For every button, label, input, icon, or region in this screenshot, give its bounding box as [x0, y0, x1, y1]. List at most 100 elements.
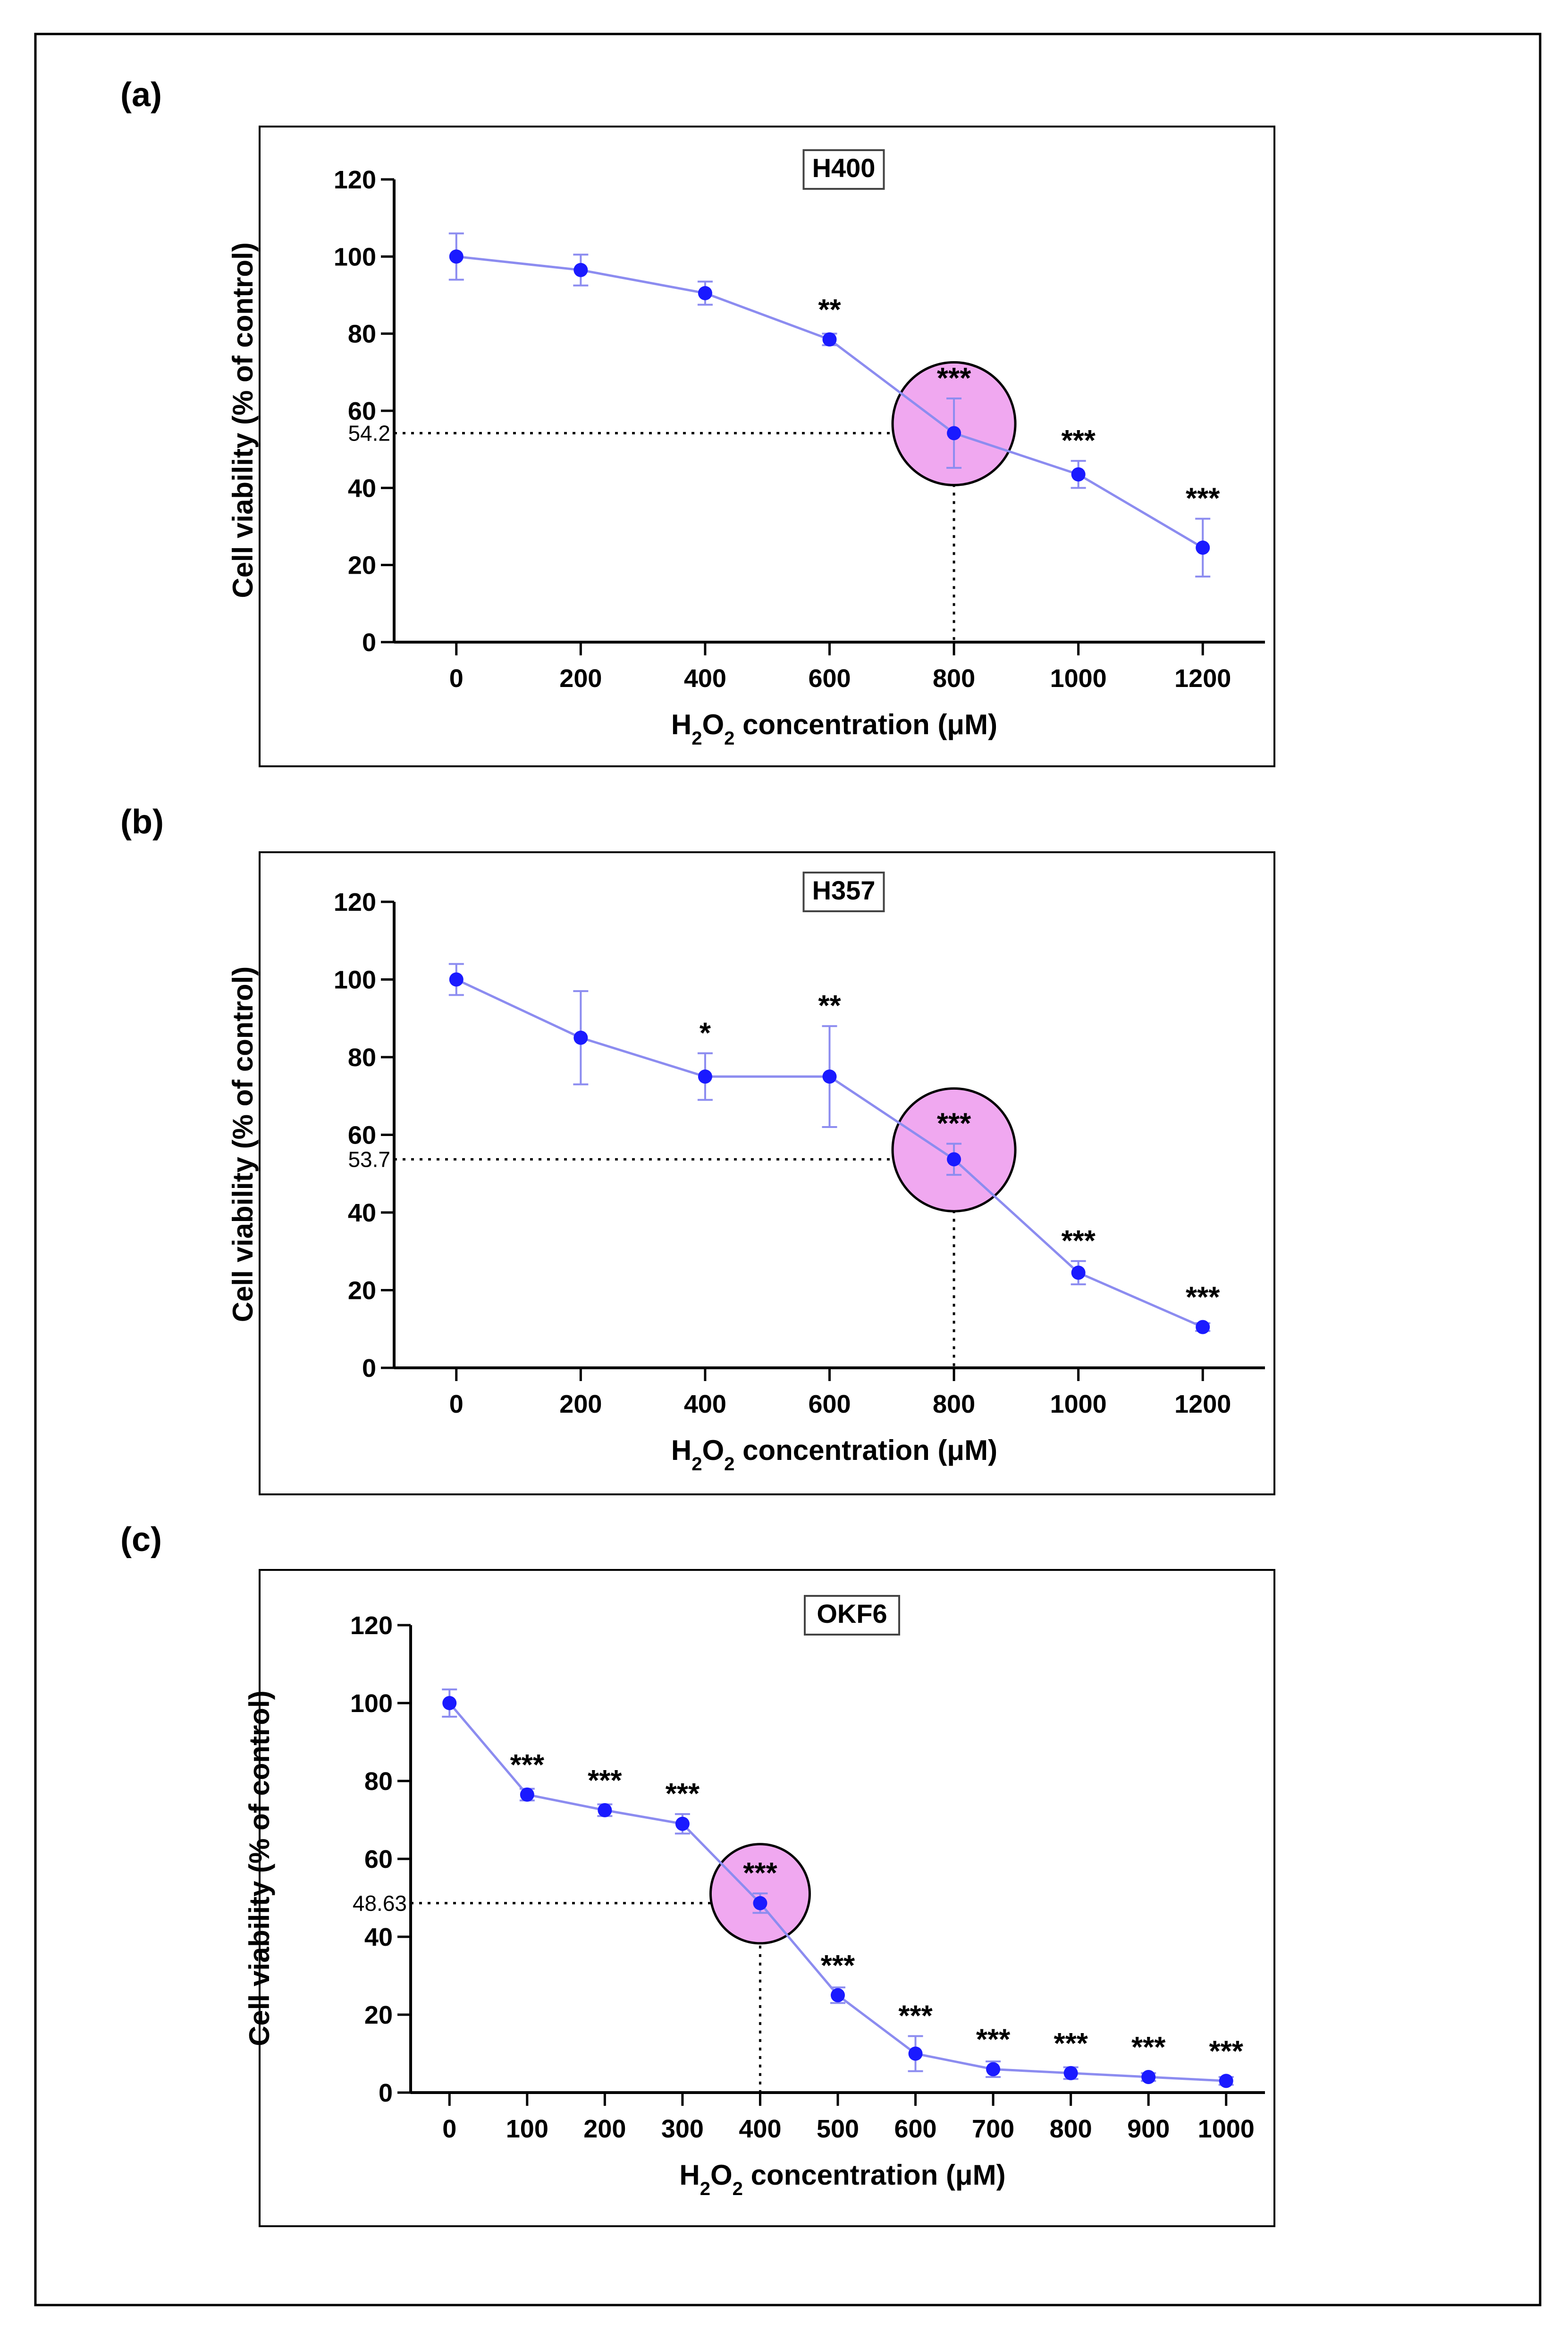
data-point	[947, 1152, 961, 1167]
x-tick-label: 200	[583, 2115, 626, 2143]
panel-label: (a)	[120, 76, 162, 114]
data-point	[1196, 1320, 1210, 1334]
significance-marker: ***	[1186, 483, 1220, 515]
significance-marker: ***	[937, 362, 971, 395]
significance-marker: ***	[1061, 1225, 1096, 1257]
data-point	[947, 426, 961, 441]
x-tick-label: 100	[506, 2115, 548, 2143]
data-point	[675, 1816, 690, 1831]
x-tick-label: 200	[559, 664, 602, 693]
data-point	[698, 286, 712, 300]
significance-marker: ***	[666, 1778, 700, 1810]
title-box	[804, 1595, 900, 1636]
data-point	[1141, 2070, 1156, 2084]
data-point	[698, 1069, 712, 1084]
significance-marker: ***	[898, 2000, 933, 2032]
y-tick-label: 120	[334, 166, 376, 194]
ic50-value-label: 53.7	[348, 1147, 390, 1171]
significance-marker: ***	[821, 1950, 855, 1982]
ic50-value-label: 48.63	[353, 1891, 407, 1916]
x-tick-label: 300	[661, 2115, 704, 2143]
x-axis-label: H2O2 concentration (μM)	[679, 2159, 1005, 2199]
data-point	[1196, 540, 1210, 555]
data-point	[573, 263, 588, 277]
y-tick-label: 100	[334, 243, 376, 271]
y-tick-label: 0	[379, 2079, 393, 2107]
x-axis-label: H2O2 concentration (μM)	[671, 1434, 997, 1475]
chart-title: H357	[812, 875, 876, 905]
data-point	[598, 1803, 612, 1817]
x-tick-label: 0	[442, 2115, 456, 2143]
y-tick-label: 20	[348, 551, 376, 580]
x-tick-label: 0	[449, 664, 464, 693]
x-tick-label: 800	[933, 1390, 975, 1418]
y-tick-label: 100	[350, 1689, 393, 1718]
chart-panel-okf6: (c) OKF6 0 20 40 60 80 100 120 0 100 200 300 400 500 60…	[120, 1521, 1275, 2227]
y-tick-label: 80	[348, 1043, 376, 1072]
significance-marker: ***	[588, 1764, 622, 1797]
data-point	[573, 1030, 588, 1045]
significance-marker: ***	[1131, 2031, 1166, 2064]
x-tick-label: 600	[808, 664, 851, 693]
panel-frame	[259, 126, 1275, 767]
y-tick-label: 120	[350, 1611, 393, 1640]
title-box	[802, 872, 885, 912]
significance-marker: ***	[1209, 2035, 1244, 2068]
x-tick-label: 400	[684, 664, 726, 693]
significance-marker: *	[700, 1017, 711, 1050]
x-tick-label: 800	[933, 664, 975, 693]
panel-frame	[259, 851, 1275, 1495]
panel-frame	[259, 1569, 1275, 2227]
y-tick-label: 40	[348, 1199, 376, 1227]
x-tick-label: 1200	[1174, 664, 1231, 693]
y-tick-label: 20	[348, 1277, 376, 1305]
data-point	[1219, 2074, 1233, 2088]
data-point	[442, 1696, 457, 1710]
significance-marker: **	[818, 294, 841, 326]
y-tick-label: 100	[334, 966, 376, 994]
y-tick-label: 20	[364, 2001, 393, 2029]
chart-title: H400	[812, 153, 876, 183]
significance-marker: ***	[510, 1749, 545, 1781]
x-tick-label: 1200	[1174, 1390, 1231, 1418]
significance-marker: ***	[1186, 1281, 1220, 1314]
data-point	[908, 2046, 923, 2061]
data-point	[1071, 467, 1086, 482]
chart-title: OKF6	[817, 1599, 887, 1628]
x-tick-label: 700	[972, 2115, 1014, 2143]
x-tick-label: 900	[1127, 2115, 1170, 2143]
y-tick-label: 0	[362, 628, 376, 657]
x-tick-label: 600	[894, 2115, 936, 2143]
data-point	[1063, 2066, 1078, 2080]
data-point	[831, 1988, 845, 2002]
x-tick-label: 0	[449, 1390, 464, 1418]
data-point	[822, 332, 837, 347]
y-tick-label: 80	[364, 1767, 393, 1796]
y-axis-label: Cell viability (% of control)	[227, 967, 259, 1322]
data-point	[449, 972, 464, 987]
y-tick-label: 120	[334, 888, 376, 916]
x-tick-label: 1000	[1050, 664, 1107, 693]
y-axis-label: Cell viability (% of control)	[227, 242, 259, 598]
panel-label: (c)	[120, 1521, 162, 1559]
y-axis-label: Cell viability (% of control)	[244, 1690, 275, 2046]
y-tick-label: 80	[348, 320, 376, 348]
y-tick-label: 60	[364, 1845, 393, 1874]
ic50-value-label: 54.2	[348, 421, 390, 445]
y-tick-label: 60	[348, 397, 376, 425]
y-tick-label: 0	[362, 1354, 376, 1382]
significance-marker: ***	[1061, 424, 1096, 457]
data-point	[520, 1787, 534, 1802]
data-point	[986, 2062, 1001, 2077]
title-box	[802, 149, 885, 190]
significance-marker: ***	[1054, 2027, 1088, 2060]
x-axis-label: H2O2 concentration (μM)	[671, 709, 997, 749]
x-tick-label: 1000	[1198, 2115, 1255, 2143]
significance-marker: **	[818, 990, 841, 1022]
x-tick-label: 500	[817, 2115, 859, 2143]
x-tick-label: 400	[739, 2115, 781, 2143]
data-point	[822, 1069, 837, 1084]
x-tick-label: 400	[684, 1390, 726, 1418]
